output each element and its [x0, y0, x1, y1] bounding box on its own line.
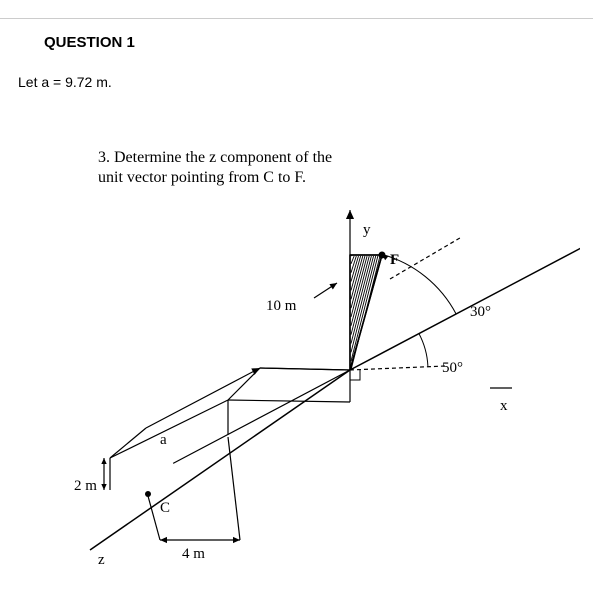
- question-prompt: 3. Determine the z component of the unit…: [98, 148, 332, 188]
- figure-diagram: y x z F C a 2 m 4 m 10 m 50° 30°: [60, 210, 580, 590]
- point-f-label: F: [390, 252, 399, 269]
- angle-50-label: 50°: [442, 360, 463, 377]
- dimension-10m-label: 10 m: [266, 298, 296, 315]
- prompt-line-2: unit vector pointing from C to F.: [98, 168, 332, 188]
- dimension-4m-label: 4 m: [182, 546, 205, 563]
- prompt-line-1: 3. Determine the z component of the: [98, 148, 332, 168]
- point-c-label: C: [160, 500, 170, 517]
- dimension-a-label: a: [160, 432, 167, 449]
- axis-x-label: x: [500, 398, 508, 415]
- angle-30-label: 30°: [470, 304, 491, 321]
- dimension-2m-label: 2 m: [74, 478, 97, 495]
- axis-z-label: z: [98, 552, 105, 569]
- given-text: Let a = 9.72 m.: [18, 74, 112, 90]
- divider: [0, 18, 593, 19]
- question-header: QUESTION 1: [44, 34, 135, 51]
- axis-y-label: y: [363, 222, 371, 239]
